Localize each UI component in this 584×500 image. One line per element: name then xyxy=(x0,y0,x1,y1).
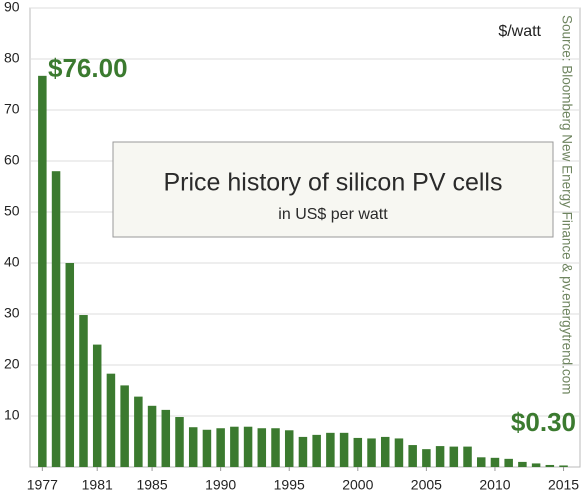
bar xyxy=(92,344,102,467)
bar xyxy=(476,457,486,467)
x-tick-label: 2005 xyxy=(411,477,442,493)
source-note: Source: Bloomberg New Energy Finance & p… xyxy=(559,15,574,394)
y-tick-label: 70 xyxy=(4,101,20,117)
y-tick-label: 80 xyxy=(4,50,20,66)
bar xyxy=(504,458,513,467)
title-box xyxy=(112,141,554,238)
bar xyxy=(463,446,472,467)
bar xyxy=(545,464,555,467)
y-tick-label: 20 xyxy=(4,356,20,372)
bar xyxy=(531,463,541,467)
bar xyxy=(147,405,157,467)
bar xyxy=(284,430,294,467)
x-tick-label: 1995 xyxy=(274,477,305,493)
x-tick-label: 2010 xyxy=(479,477,510,493)
x-tick-label: 1981 xyxy=(82,477,113,493)
bar xyxy=(202,429,212,467)
bar xyxy=(188,427,198,467)
bar xyxy=(298,436,308,467)
chart-subtitle: in US$ per watt xyxy=(278,206,388,223)
bar xyxy=(518,461,527,467)
bar xyxy=(243,426,253,467)
bar xyxy=(435,446,445,467)
bar xyxy=(339,432,349,467)
bar xyxy=(449,446,459,467)
y-tick-label: 50 xyxy=(4,203,20,219)
bar xyxy=(312,434,321,467)
y-tick-label: 30 xyxy=(4,305,20,321)
y-tick-label: 90 xyxy=(4,0,20,15)
bar xyxy=(51,171,61,467)
x-tick-label: 1977 xyxy=(27,477,58,493)
bar xyxy=(559,465,568,467)
bar xyxy=(394,438,404,467)
bar xyxy=(408,445,417,467)
y-tick-label: 10 xyxy=(4,407,20,423)
x-tick-label: 2015 xyxy=(548,477,579,493)
bar xyxy=(271,428,280,467)
bar xyxy=(175,417,184,467)
bar xyxy=(422,449,431,467)
annotation: $0.30 xyxy=(511,407,576,437)
bar xyxy=(490,457,500,467)
bar xyxy=(161,409,171,467)
bar xyxy=(216,428,225,467)
bar xyxy=(353,437,363,467)
y-tick-label: 40 xyxy=(4,254,20,270)
bar xyxy=(257,428,267,467)
bar xyxy=(380,436,390,467)
x-tick-label: 1985 xyxy=(136,477,167,493)
bar xyxy=(120,385,129,467)
annotation: $76.00 xyxy=(48,53,128,83)
bar xyxy=(106,373,116,467)
bar xyxy=(230,426,239,467)
bar xyxy=(38,75,47,467)
bar xyxy=(326,432,335,467)
bar xyxy=(367,438,376,467)
y-tick-label: 60 xyxy=(4,152,20,168)
bar xyxy=(134,396,143,467)
unit-label: $/watt xyxy=(498,23,541,40)
bar xyxy=(65,263,75,467)
bar xyxy=(79,315,88,467)
x-tick-label: 2000 xyxy=(342,477,373,493)
x-tick-label: 1990 xyxy=(205,477,236,493)
chart-title: Price history of silicon PV cells xyxy=(163,169,502,197)
